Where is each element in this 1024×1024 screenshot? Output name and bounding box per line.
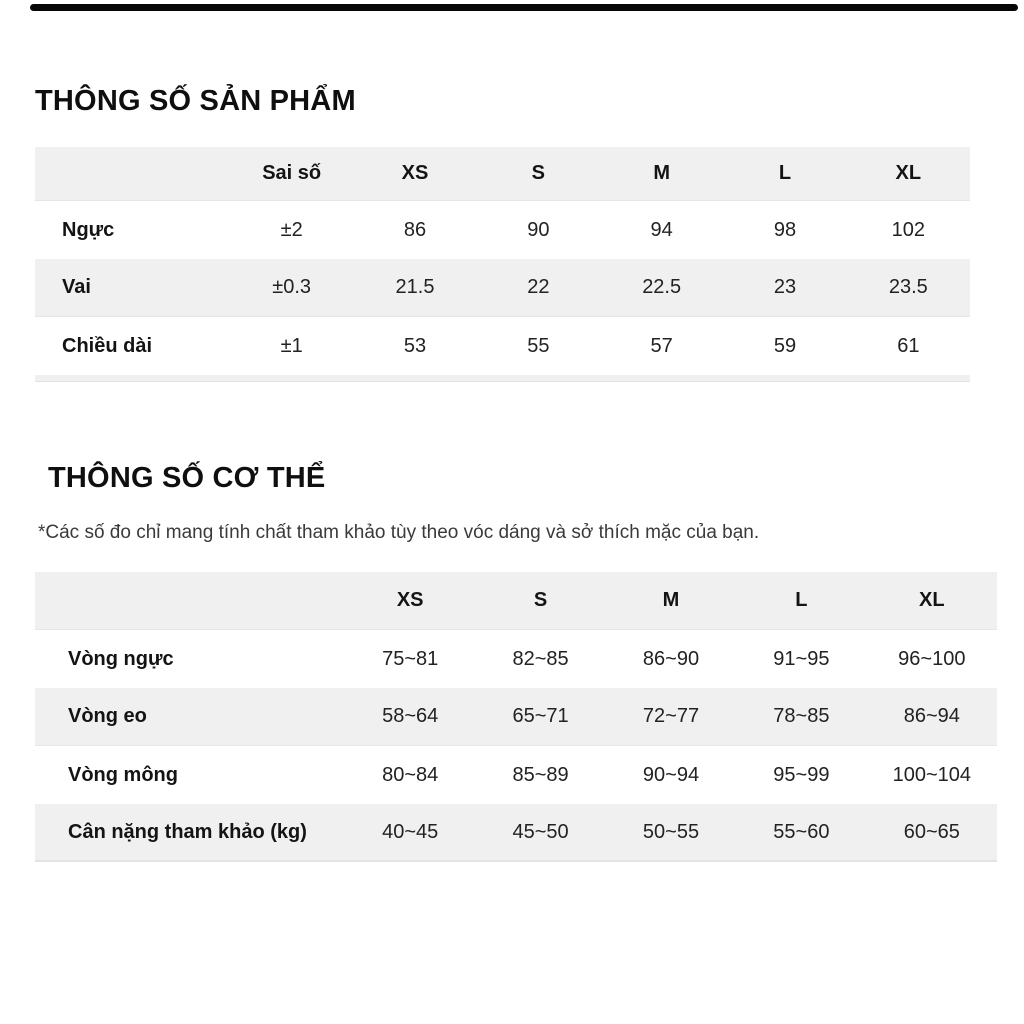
product-table-footer-strip	[35, 375, 970, 382]
row-label: Chiều dài	[62, 334, 153, 357]
column-header: XL	[895, 162, 922, 184]
measurement-note: *Các số đo chỉ mang tính chất tham khảo …	[38, 522, 760, 543]
table-header-row: XS S M L XL	[35, 572, 997, 630]
column-header: S	[531, 162, 545, 184]
column-header: M	[653, 162, 670, 184]
row-label: Cân nặng tham khảo (kg)	[68, 820, 307, 843]
row-label: Vai	[62, 276, 91, 298]
cell-value: 45~50	[512, 820, 569, 843]
cell-value: 53	[403, 334, 427, 357]
column-header: Sai số	[262, 162, 322, 184]
table-row: Vai ±0.3 21.5 22 22.5 23 23.5	[35, 259, 970, 317]
cell-value: 86	[403, 218, 427, 241]
cell-value: 59	[773, 334, 797, 357]
cell-value: 58~64	[382, 705, 439, 727]
cell-value: 55~60	[773, 820, 830, 843]
cell-value: 94	[650, 218, 673, 241]
cell-value: 91~95	[773, 647, 830, 670]
cell-value: ±0.3	[272, 276, 312, 298]
product-spec-title: THÔNG SỐ SẢN PHẨM	[35, 85, 356, 117]
cell-value: 96~100	[898, 647, 966, 670]
cell-value: 50~55	[642, 820, 700, 843]
cell-value: 102	[891, 218, 926, 241]
row-label: Vòng mông	[68, 763, 178, 786]
column-header: XL	[919, 589, 945, 611]
cell-value: 60~65	[903, 820, 960, 843]
cell-value: 23.5	[888, 276, 928, 298]
cell-value: 78~85	[773, 705, 830, 727]
cell-value: 40~45	[382, 820, 439, 843]
cell-value: 82~85	[512, 647, 569, 670]
table-row: Cân nặng tham khảo (kg) 40~45 45~50 50~55 55…	[35, 804, 997, 862]
top-divider-bar	[30, 4, 1018, 11]
body-spec-title: THÔNG SỐ CƠ THỂ	[48, 462, 326, 494]
cell-value: 90~94	[642, 763, 700, 786]
product-spec-table: Sai số XS S M L XL Ngực ±2 86 90 94 98 102 Vai ±0.3 21.…	[35, 147, 970, 375]
cell-value: 95~99	[773, 763, 830, 786]
cell-value: 85~89	[512, 763, 569, 786]
cell-value: 22	[527, 276, 550, 298]
column-header: M	[662, 589, 680, 611]
cell-value: 98	[773, 218, 797, 241]
cell-value: 61	[897, 334, 920, 357]
column-header: XS	[401, 162, 429, 184]
column-header: L	[795, 589, 808, 611]
table-row: Vòng mông 80~84 85~89 90~94 95~99 100~104	[35, 746, 997, 804]
row-label: Ngực	[62, 218, 115, 241]
cell-value: 22.5	[642, 276, 682, 298]
body-spec-table: XS S M L XL Vòng ngực 75~81 82~85 86~90 91~95 96~1…	[35, 572, 997, 862]
cell-value: 80~84	[382, 763, 439, 786]
cell-value: 23	[773, 276, 797, 298]
row-label: Vòng ngực	[68, 647, 174, 670]
cell-value: 57	[650, 334, 673, 357]
cell-value: 55	[527, 334, 550, 357]
table-row: Vòng ngực 75~81 82~85 86~90 91~95 96~100	[35, 630, 997, 688]
cell-value: 75~81	[382, 647, 439, 670]
table-header-row: Sai số XS S M L XL	[35, 147, 970, 201]
cell-value: 86~94	[903, 705, 960, 727]
cell-value: ±1	[280, 334, 303, 357]
cell-value: 65~71	[512, 705, 569, 727]
cell-value: ±2	[280, 218, 303, 241]
row-label: Vòng eo	[68, 705, 147, 727]
column-header: S	[533, 589, 548, 611]
cell-value: 90	[527, 218, 550, 241]
table-row: Ngực ±2 86 90 94 98 102	[35, 201, 970, 259]
cell-value: 21.5	[395, 276, 435, 298]
table-row: Vòng eo 58~64 65~71 72~77 78~85 86~94	[35, 688, 997, 746]
table-row: Chiều dài ±1 53 55 57 59 61	[35, 317, 970, 375]
cell-value: 72~77	[642, 705, 700, 727]
column-header: XS	[396, 589, 424, 611]
cell-value: 86~90	[642, 647, 700, 670]
cell-value: 100~104	[892, 763, 971, 786]
column-header: L	[778, 162, 792, 184]
